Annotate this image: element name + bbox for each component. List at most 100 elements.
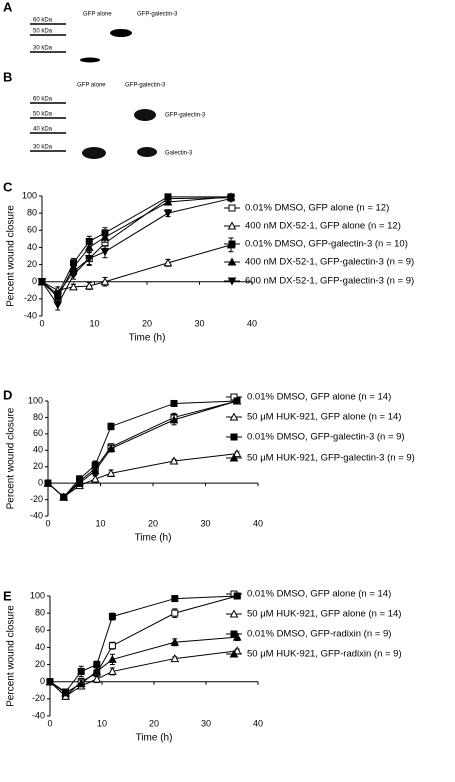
y-tick-label: 0	[38, 478, 43, 488]
y-tick-label: -20	[32, 693, 45, 703]
legend-label: 0.01% DMSO, GFP alone (n = 12)	[245, 203, 389, 214]
marker	[45, 677, 55, 686]
lane-label: GFP alone	[83, 12, 112, 18]
x-tick-label: 30	[201, 718, 211, 728]
y-axis-label: Percent wound closure	[6, 605, 17, 707]
legend-label: 0.01% DMSO, GFP-galectin-3 (n = 9)	[247, 432, 405, 443]
panel-label: E	[3, 588, 12, 603]
y-tick-label: 100	[22, 190, 37, 200]
legend-label: 50 μM HUK-921, GFP-galectin-3 (n = 9)	[247, 453, 415, 464]
marker	[171, 609, 179, 617]
marker	[228, 204, 236, 212]
y-tick-label: 0	[32, 276, 37, 286]
marker	[227, 277, 237, 286]
marker	[169, 456, 179, 465]
marker	[107, 422, 115, 430]
y-tick-label: 100	[30, 590, 45, 600]
marker	[169, 415, 179, 424]
y-tick-label: 60	[33, 428, 43, 438]
legend-label: 0.01% DMSO, GFP-radixin (n = 9)	[247, 629, 391, 640]
series-line	[47, 453, 238, 498]
legend-label: 0.01% DMSO, GFP-galectin-3 (n = 10)	[245, 239, 408, 250]
marker	[108, 666, 117, 675]
marker	[106, 468, 116, 477]
marker-label: 60 kDa	[33, 97, 53, 103]
x-axis-label: Time (h)	[136, 733, 173, 744]
legend-label: 400 nM DX-52-1, GFP-galectin-3 (n = 9)	[245, 257, 414, 268]
marker	[227, 257, 237, 266]
y-tick-label: -20	[24, 293, 37, 303]
panel-label: A	[3, 0, 13, 14]
legend-label: 50 μM HUK-921, GFP-radixin (n = 9)	[247, 649, 402, 660]
panel-label: B	[3, 69, 12, 84]
x-axis-label: Time (h)	[135, 533, 172, 544]
y-tick-label: 20	[35, 659, 45, 669]
x-tick-label: 40	[253, 718, 263, 728]
legend-label: 400 nM DX-52-1, GFP alone (n = 12)	[245, 221, 401, 232]
x-tick-label: 10	[89, 318, 99, 328]
panel-label: D	[3, 387, 12, 402]
x-tick-label: 30	[194, 318, 204, 328]
marker	[100, 232, 110, 241]
marker	[163, 209, 173, 218]
marker	[90, 466, 100, 475]
marker-label: 30 kDa	[33, 145, 53, 151]
marker	[228, 240, 236, 248]
marker-label: 30 kDa	[33, 46, 53, 52]
marker	[69, 282, 78, 291]
x-tick-label: 20	[148, 518, 158, 528]
lane-label: GFP-galectin-3	[125, 83, 166, 89]
marker	[229, 412, 239, 421]
marker	[170, 399, 178, 407]
y-tick-label: 0	[40, 676, 45, 686]
marker	[232, 632, 242, 641]
marker	[59, 492, 69, 501]
y-tick-label: -40	[32, 710, 45, 720]
marker	[75, 478, 84, 487]
marker-label: 50 kDa	[33, 112, 53, 118]
y-tick-label: 40	[27, 242, 37, 252]
marker	[84, 281, 94, 290]
marker	[108, 654, 117, 663]
x-tick-label: 20	[149, 718, 159, 728]
marker-label: 60 kDa	[33, 18, 53, 24]
marker	[233, 592, 241, 600]
legend-label: 50 μM HUK-921, GFP alone (n = 14)	[247, 609, 401, 620]
x-tick-label: 30	[200, 518, 210, 528]
marker	[229, 453, 239, 462]
x-tick-label: 10	[95, 518, 105, 528]
y-tick-label: 80	[35, 608, 45, 618]
marker	[100, 277, 110, 286]
y-tick-label: 60	[27, 225, 37, 235]
y-tick-label: 20	[27, 259, 37, 269]
x-tick-label: 10	[97, 718, 107, 728]
x-tick-label: 40	[253, 518, 263, 528]
marker	[84, 242, 94, 251]
legend-label: 0.01% DMSO, GFP alone (n = 14)	[247, 589, 391, 600]
marker	[226, 195, 236, 204]
band	[80, 57, 100, 63]
y-tick-label: 80	[27, 208, 37, 218]
band	[134, 109, 156, 121]
marker	[230, 433, 238, 441]
marker	[163, 258, 173, 267]
lane-label: GFP alone	[77, 83, 106, 89]
marker	[92, 674, 102, 683]
marker	[92, 666, 102, 675]
y-tick-label: 20	[33, 461, 43, 471]
marker	[84, 255, 94, 264]
y-tick-label: -40	[24, 310, 37, 320]
y-tick-label: 80	[33, 412, 43, 422]
marker	[43, 478, 53, 487]
marker	[69, 271, 78, 280]
y-axis-label: Percent wound closure	[6, 407, 17, 509]
legend-label: 600 nM DX-52-1, GFP-galectin-3 (n = 9)	[245, 276, 414, 287]
panel-label: C	[3, 179, 13, 194]
band-label: Galectin-3	[165, 151, 193, 157]
band	[82, 147, 106, 159]
marker	[53, 301, 63, 310]
x-tick-label: 40	[247, 318, 257, 328]
marker	[232, 396, 242, 405]
x-tick-label: 20	[142, 318, 152, 328]
marker	[227, 221, 237, 230]
